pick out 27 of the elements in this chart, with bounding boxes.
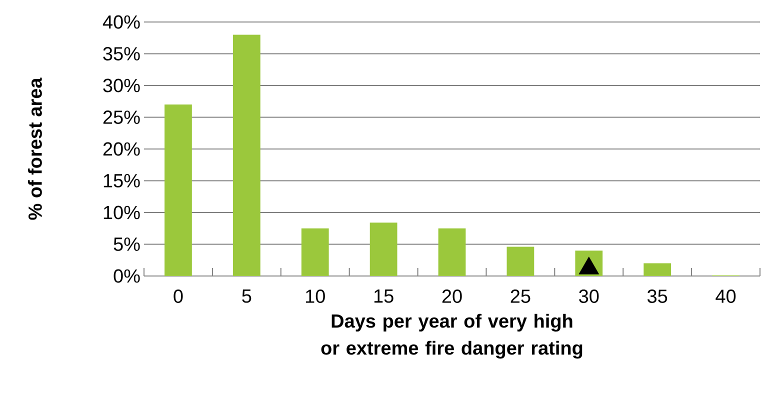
x-tick-label: 20 <box>442 290 462 303</box>
bar <box>232 34 260 276</box>
bar <box>644 263 672 276</box>
x-tick-label: 15 <box>374 290 394 303</box>
bar <box>301 228 329 276</box>
y-tick-label: 0% <box>114 269 140 283</box>
x-tick-label: 40 <box>716 290 736 303</box>
bar <box>506 246 534 276</box>
bar <box>370 222 398 276</box>
x-tick-label: 5 <box>242 290 252 303</box>
y-tick-label: 25% <box>103 110 140 124</box>
y-tick-label: 40% <box>102 15 140 29</box>
x-tick-label: 35 <box>647 290 668 303</box>
y-tick-label: 30% <box>103 78 140 92</box>
y-axis-title: % of forest area <box>28 78 42 220</box>
y-tick-label: 20% <box>103 142 140 156</box>
x-tick-label: 10 <box>306 290 325 303</box>
x-tick-label: 30 <box>579 290 599 303</box>
x-tick-label: 0 <box>174 290 183 303</box>
y-tick-label: 15% <box>104 174 140 188</box>
y-tick-label: 35% <box>103 47 140 60</box>
bar <box>164 104 192 276</box>
x-axis-title: Days per year of very high or extreme fire danger rating <box>321 314 582 359</box>
x-tick-label: 25 <box>510 290 530 303</box>
y-tick-label: 10% <box>104 206 140 220</box>
bar <box>438 228 466 276</box>
y-tick-label: 5% <box>114 238 140 251</box>
